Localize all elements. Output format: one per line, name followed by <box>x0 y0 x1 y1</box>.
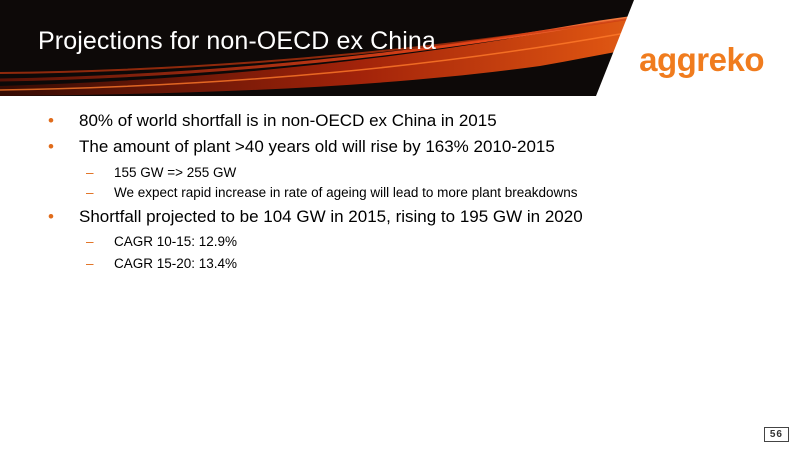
sub-bullet-text: We expect rapid increase in rate of agei… <box>114 185 578 200</box>
bullet-item: • Shortfall projected to be 104 GW in 20… <box>48 207 583 227</box>
bullet-marker: • <box>48 207 54 226</box>
sub-bullet-item: – CAGR 15-20: 13.4% <box>86 256 238 271</box>
slide-body: • 80% of world shortfall is in non-OECD … <box>0 96 800 450</box>
page-number: 56 <box>763 427 789 442</box>
bullet-text: 80% of world shortfall is in non-OECD ex… <box>79 111 497 130</box>
sub-bullet-marker: – <box>86 165 94 180</box>
bullet-item: • 80% of world shortfall is in non-OECD … <box>48 111 497 131</box>
sub-bullet-text: CAGR 10-15: 12.9% <box>114 234 238 249</box>
sub-bullet-marker: – <box>86 256 94 271</box>
logo-panel: aggreko <box>596 0 800 96</box>
sub-bullet-marker: – <box>86 185 94 200</box>
slide-title: Projections for non-OECD ex China <box>38 27 436 55</box>
bullet-text: Shortfall projected to be 104 GW in 2015… <box>79 207 583 226</box>
sub-bullet-item: – CAGR 10-15: 12.9% <box>86 234 238 249</box>
sub-bullet-marker: – <box>86 234 94 249</box>
sub-bullet-text: 155 GW => 255 GW <box>114 165 237 180</box>
slide-header: Projections for non-OECD ex China aggrek… <box>0 0 800 96</box>
bullet-text: The amount of plant >40 years old will r… <box>79 137 555 156</box>
sub-bullet-text: CAGR 15-20: 13.4% <box>114 256 238 271</box>
bullet-marker: • <box>48 137 54 156</box>
aggreko-logo: aggreko <box>639 41 764 78</box>
bullet-marker: • <box>48 111 54 130</box>
bullet-item: • The amount of plant >40 years old will… <box>48 137 555 157</box>
sub-bullet-item: – 155 GW => 255 GW <box>86 165 237 180</box>
sub-bullet-item: – We expect rapid increase in rate of ag… <box>86 185 578 200</box>
